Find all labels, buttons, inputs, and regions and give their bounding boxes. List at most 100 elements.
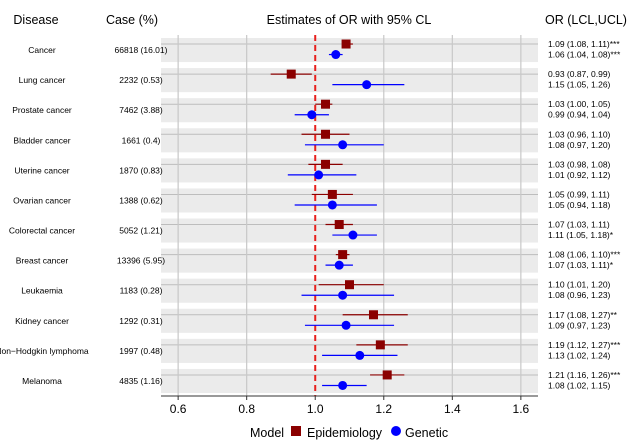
- row-labels: Cancer 66818 (16.01)1.09 (1.08, 1.11)***1…: [0, 39, 621, 390]
- gen-point-8: [338, 290, 348, 300]
- disease-label: Colorectal cancer: [9, 226, 75, 236]
- gen-or-label: 1.11 (1.05, 1.18)*: [548, 230, 614, 240]
- gen-or-label: 1.13 (1.02, 1.24): [548, 350, 611, 360]
- epi-point-2: [321, 99, 331, 109]
- legend-title: Model: [250, 426, 284, 440]
- case-label: 5052 (1.21): [119, 226, 163, 236]
- case-label: 2232 (0.53): [119, 75, 163, 85]
- gen-point-7: [334, 260, 344, 270]
- gen-point-9: [341, 320, 351, 330]
- gen-point-1: [362, 80, 372, 90]
- disease-label: Non−Hodgkin lymphoma: [0, 346, 89, 356]
- gen-or-label: 0.99 (0.94, 1.04): [548, 110, 611, 120]
- row-band: [161, 308, 538, 333]
- epi-or-label: 1.19 (1.12, 1.27)***: [548, 340, 621, 350]
- gen-point-2: [307, 110, 317, 120]
- gen-point-10: [355, 350, 365, 360]
- epi-point-1: [286, 69, 296, 79]
- epi-point-4: [321, 159, 331, 169]
- epi-or-label: 0.93 (0.87, 0.99): [548, 69, 611, 79]
- gen-or-label: 1.01 (0.92, 1.12): [548, 170, 611, 180]
- gen-point-11: [338, 380, 348, 390]
- case-label: 1997 (0.48): [119, 346, 163, 356]
- epi-or-label: 1.21 (1.16, 1.26)***: [548, 370, 621, 380]
- disease-label: Bladder cancer: [13, 135, 70, 145]
- gen-point-5: [327, 200, 337, 210]
- legend-epidemiology-square-icon: [291, 426, 301, 436]
- row-band: [161, 158, 538, 183]
- disease-label: Leukaemia: [21, 286, 63, 296]
- case-label: 1183 (0.28): [120, 286, 163, 296]
- gridlines: [177, 35, 522, 396]
- case-label: 1870 (0.83): [119, 165, 163, 175]
- epi-point-3: [321, 129, 331, 139]
- gen-or-label: 1.08 (0.97, 1.20): [548, 140, 611, 150]
- epi-point-10: [375, 340, 385, 350]
- case-label: 13396 (5.95): [117, 256, 165, 266]
- gen-or-label: 1.06 (1.04, 1.08)***: [548, 50, 621, 60]
- case-label: 7462 (3.88): [119, 105, 163, 115]
- epi-or-label: 1.09 (1.08, 1.11)***: [548, 39, 620, 49]
- row-band: [161, 368, 538, 393]
- disease-label: Prostate cancer: [12, 105, 72, 115]
- epi-point-7: [338, 250, 348, 260]
- row-band: [161, 188, 538, 213]
- epi-or-label: 1.03 (0.98, 1.08): [548, 159, 611, 169]
- x-tick-label-0.6: 0.6: [170, 402, 187, 416]
- gen-or-label: 1.09 (0.97, 1.23): [548, 320, 611, 330]
- gen-or-label: 1.05 (0.94, 1.18): [548, 200, 611, 210]
- disease-header: Disease: [13, 13, 58, 27]
- row-band: [161, 68, 538, 93]
- epi-or-label: 1.17 (1.08, 1.27)**: [548, 310, 618, 320]
- gen-point-3: [338, 140, 348, 150]
- row-band: [161, 98, 538, 123]
- gen-point-4: [314, 170, 324, 180]
- x-tick-label-1.4: 1.4: [444, 402, 461, 416]
- disease-label: Lung cancer: [19, 75, 66, 85]
- chart-title: Estimates of OR with 95% CL: [267, 13, 432, 27]
- x-tick-label-1.2: 1.2: [375, 402, 392, 416]
- disease-label: Cancer: [28, 45, 56, 55]
- x-tick-label-0.8: 0.8: [238, 402, 255, 416]
- epi-point-0: [341, 39, 351, 49]
- x-axis: 0.6 0.8 1.0 1.2 1.4 1.6: [161, 395, 538, 416]
- epi-point-6: [334, 220, 344, 230]
- gen-or-label: 1.07 (1.03, 1.11)*: [548, 260, 614, 270]
- case-label: 1661 (0.4): [122, 135, 161, 145]
- case-label: 1388 (0.62): [119, 195, 163, 205]
- epi-or-label: 1.03 (1.00, 1.05): [548, 99, 611, 109]
- legend: Model Epidemiology Genetic: [250, 426, 448, 440]
- epi-or-label: 1.08 (1.06, 1.10)***: [548, 250, 621, 260]
- row-band: [161, 338, 538, 363]
- epi-point-11: [382, 370, 392, 380]
- gen-point-6: [348, 230, 358, 240]
- disease-label: Uterine cancer: [14, 165, 69, 175]
- epi-or-label: 1.03 (0.96, 1.10): [548, 129, 611, 139]
- disease-label: Ovarian cancer: [13, 195, 71, 205]
- epi-point-9: [368, 310, 378, 320]
- gen-or-label: 1.15 (1.05, 1.26): [548, 80, 611, 90]
- case-label: 4835 (1.16): [119, 376, 163, 386]
- legend-genetic-circle-icon: [391, 426, 401, 436]
- epi-or-label: 1.05 (0.99, 1.11): [548, 189, 610, 199]
- legend-epidemiology-label: Epidemiology: [307, 426, 383, 440]
- epi-point-8: [345, 280, 354, 290]
- x-tick-label-1.0: 1.0: [307, 402, 324, 416]
- gen-or-label: 1.08 (1.02, 1.15): [548, 380, 611, 390]
- or-header: OR (LCL,UCL): [545, 13, 627, 27]
- estimate-marks: [270, 39, 408, 390]
- disease-label: Kidney cancer: [15, 316, 69, 326]
- case-label: 66818 (16.01): [115, 45, 168, 55]
- x-tick-label-1.6: 1.6: [513, 402, 530, 416]
- case-label: 1292 (0.31): [119, 316, 163, 326]
- disease-label: Breast cancer: [16, 256, 69, 266]
- case-header: Case (%): [106, 13, 158, 27]
- gen-or-label: 1.08 (0.96, 1.23): [548, 290, 611, 300]
- row-bands: [161, 38, 538, 393]
- legend-genetic-label: Genetic: [405, 426, 448, 440]
- row-band: [161, 128, 538, 153]
- gen-point-0: [331, 50, 341, 60]
- disease-label: Melanoma: [22, 376, 62, 386]
- epi-point-5: [327, 189, 337, 199]
